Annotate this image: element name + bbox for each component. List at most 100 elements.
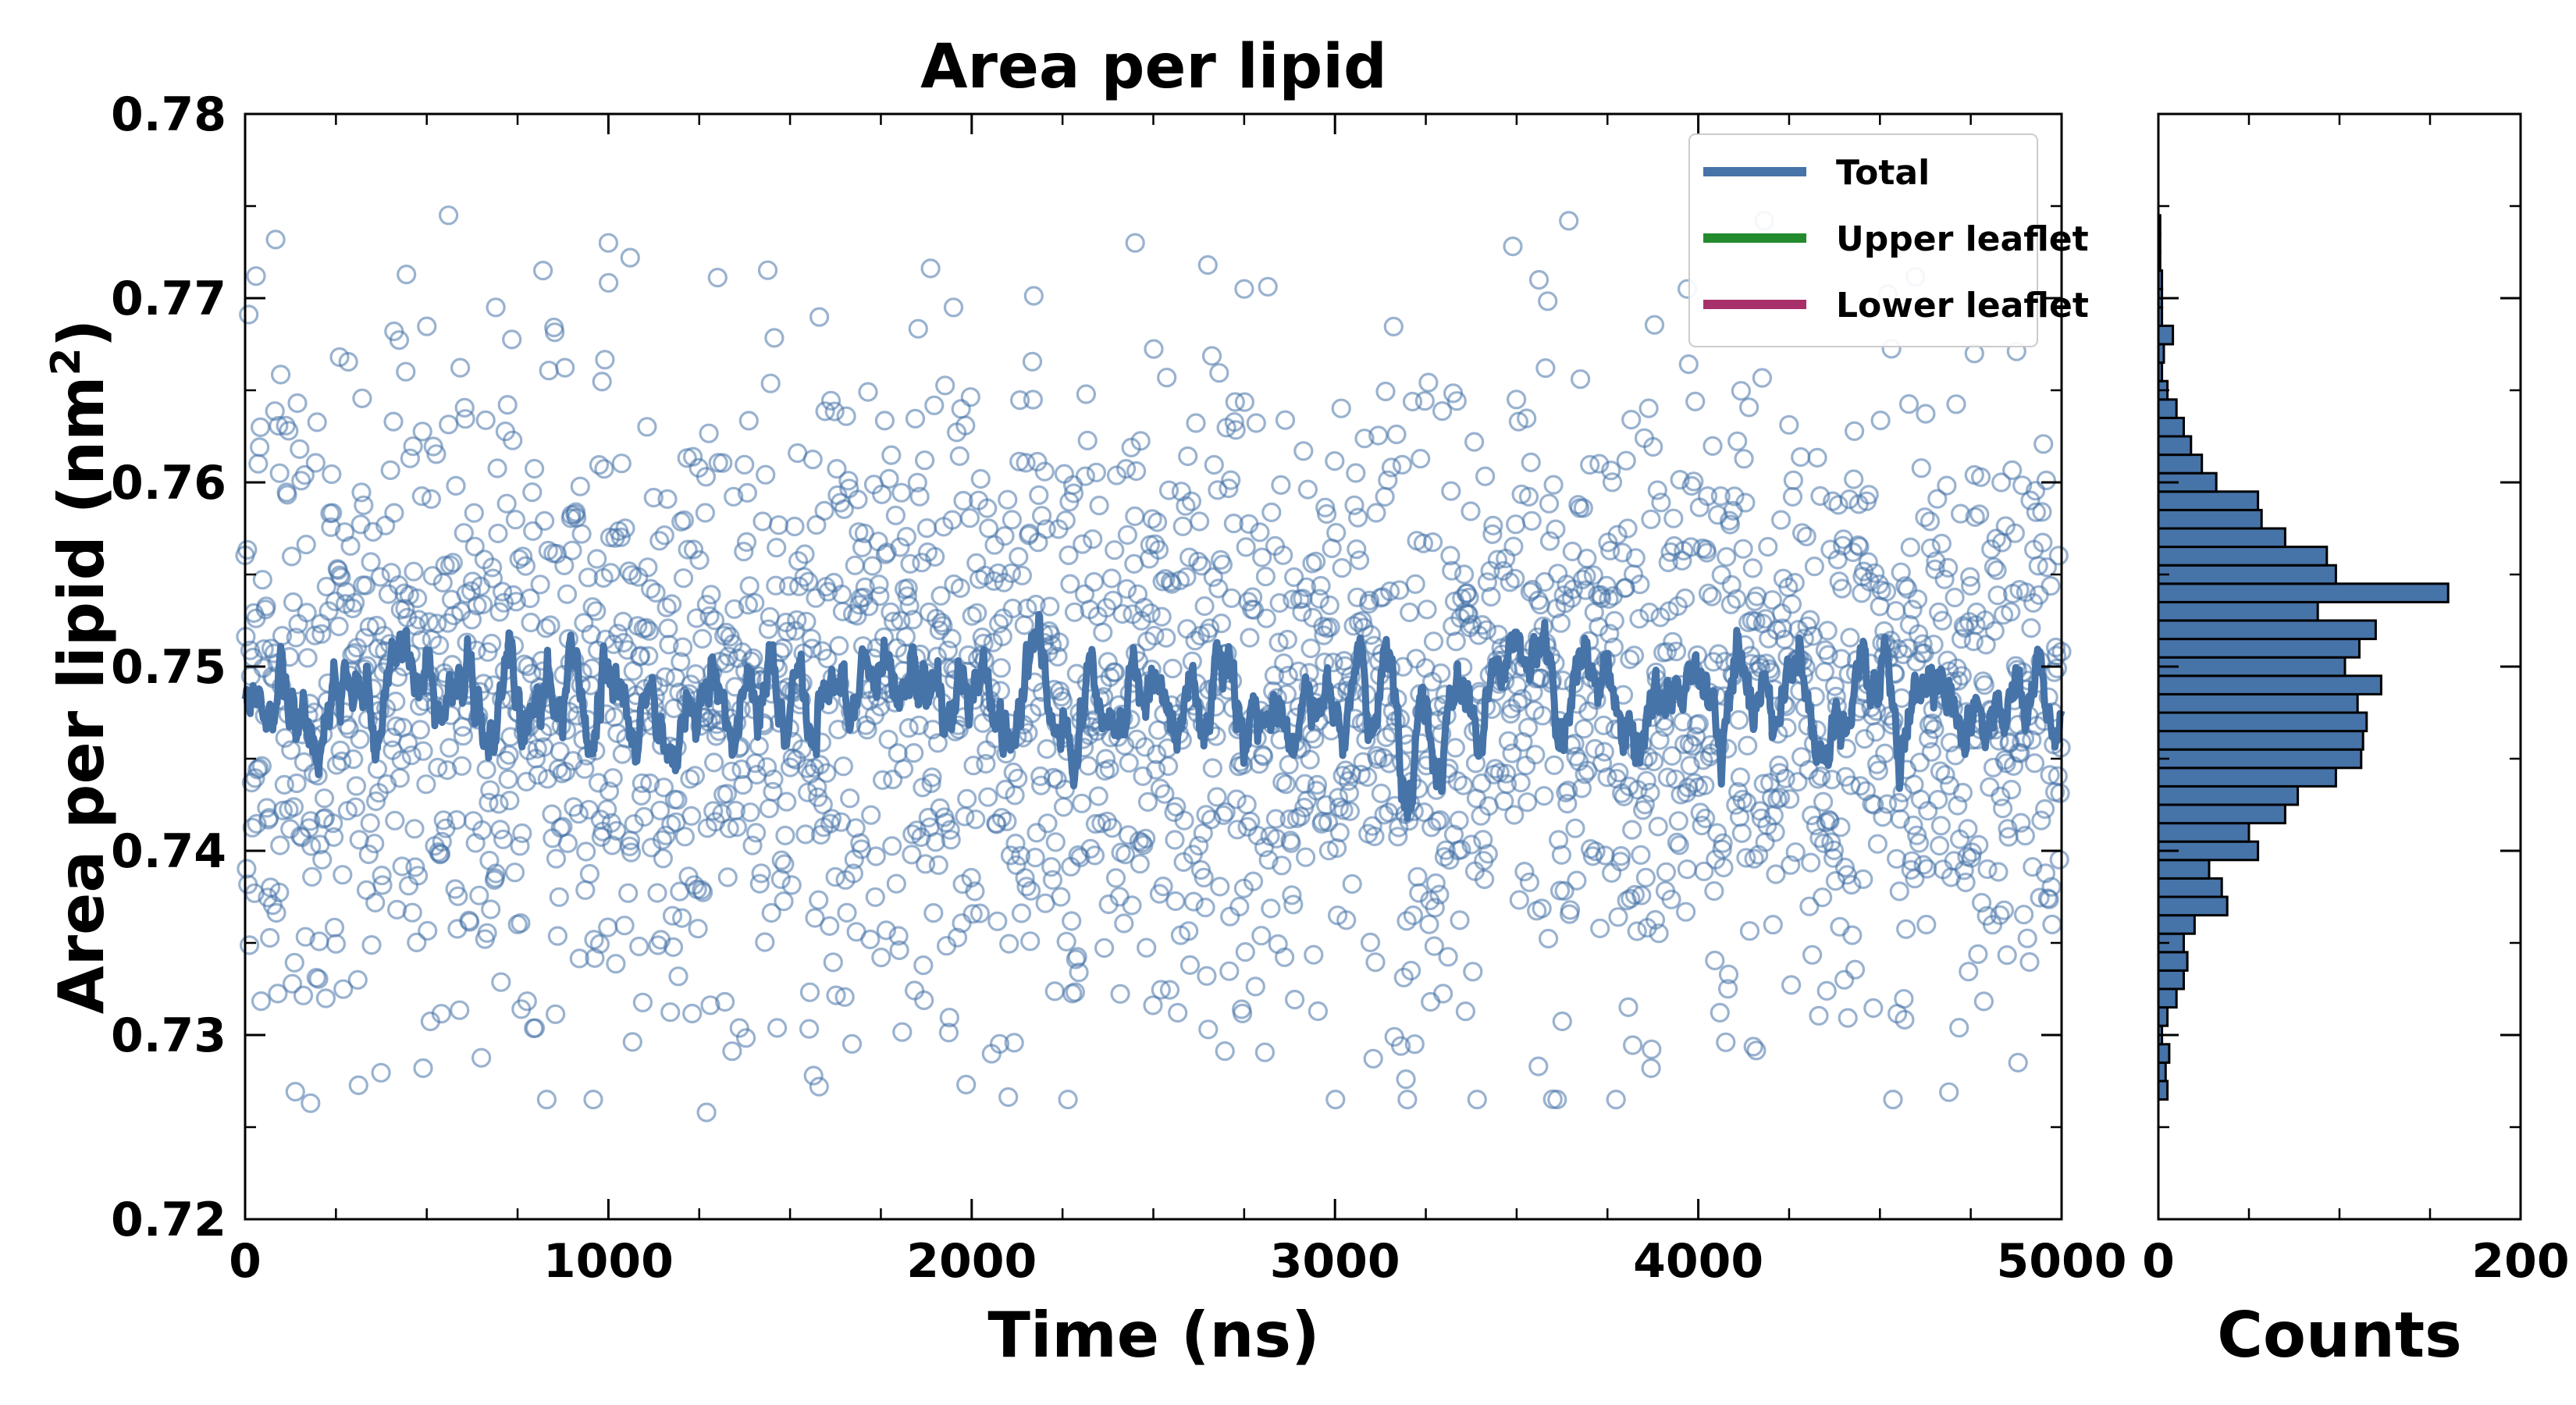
data-point xyxy=(417,316,437,336)
data-point xyxy=(482,557,503,578)
data-point xyxy=(1609,763,1629,783)
data-point xyxy=(781,875,802,895)
data-point xyxy=(1911,458,1931,478)
data-point xyxy=(1500,572,1520,592)
data-point xyxy=(862,556,883,576)
data-point xyxy=(1590,918,1610,939)
data-point xyxy=(1117,525,1138,545)
data-point xyxy=(557,584,578,604)
data-point xyxy=(1376,727,1397,748)
data-point xyxy=(1517,792,1538,813)
data-point xyxy=(1290,806,1311,827)
data-point xyxy=(637,417,657,437)
data-point xyxy=(1016,453,1036,473)
data-point xyxy=(1980,777,2000,797)
data-point xyxy=(997,811,1017,831)
data-point xyxy=(1703,436,1723,457)
data-point xyxy=(1179,921,1199,941)
data-point xyxy=(1902,599,1923,620)
data-point xyxy=(869,574,889,595)
data-point xyxy=(696,467,717,487)
data-point xyxy=(823,952,843,973)
data-point xyxy=(1765,822,1785,842)
data-point xyxy=(914,450,935,471)
data-point xyxy=(1900,537,1920,557)
data-point xyxy=(1464,432,1485,452)
data-point xyxy=(471,1048,492,1068)
data-point xyxy=(1987,560,2007,581)
data-point xyxy=(703,752,724,773)
data-point xyxy=(489,602,510,622)
data-point xyxy=(1253,746,1274,767)
data-point xyxy=(1547,1089,1567,1110)
data-point xyxy=(1436,840,1456,860)
data-point xyxy=(439,738,460,758)
data-point xyxy=(1663,631,1683,652)
data-point xyxy=(1146,759,1166,780)
data-point xyxy=(1676,902,1696,922)
data-point xyxy=(1311,575,1331,596)
data-point xyxy=(1265,809,1286,829)
data-point xyxy=(1040,596,1060,617)
data-point xyxy=(895,626,916,647)
data-point xyxy=(361,552,381,572)
data-point xyxy=(384,321,404,342)
data-point xyxy=(1705,950,1725,971)
data-point xyxy=(1020,931,1041,951)
data-point xyxy=(554,555,575,576)
data-point xyxy=(883,611,904,631)
data-point xyxy=(486,863,506,884)
data-point xyxy=(282,973,303,994)
data-point xyxy=(1736,848,1756,868)
data-point xyxy=(1930,835,1950,856)
data-point xyxy=(1011,903,1032,923)
data-point xyxy=(1450,910,1470,930)
data-point xyxy=(351,482,372,503)
data-point xyxy=(1739,921,1760,941)
data-point xyxy=(998,1087,1019,1108)
data-point xyxy=(654,525,674,546)
data-point xyxy=(1711,564,1731,585)
data-point xyxy=(2041,575,2061,596)
data-point xyxy=(497,394,518,415)
data-point xyxy=(305,453,326,473)
data-point xyxy=(1647,480,1667,500)
data-point xyxy=(454,523,474,543)
data-point xyxy=(1114,913,1134,934)
histogram-bar xyxy=(2157,674,2382,695)
data-point xyxy=(1838,1008,1858,1028)
data-point xyxy=(251,756,272,777)
data-point xyxy=(347,969,368,991)
data-point xyxy=(301,1093,321,1113)
data-point xyxy=(1551,845,1572,865)
data-point xyxy=(592,372,612,392)
data-point xyxy=(492,582,513,602)
data-point xyxy=(1471,773,1492,794)
data-point xyxy=(1811,766,1831,787)
data-point xyxy=(240,935,260,955)
data-point xyxy=(1553,585,1574,606)
data-point xyxy=(902,845,922,865)
data-point xyxy=(1083,529,1103,550)
data-point xyxy=(695,503,716,523)
data-point xyxy=(266,902,286,923)
data-point xyxy=(988,614,1009,634)
data-point xyxy=(1316,503,1337,525)
data-point xyxy=(477,923,497,943)
data-point xyxy=(832,601,853,622)
y-tick-label: 0.72 xyxy=(111,1193,226,1247)
data-point xyxy=(639,646,659,667)
data-point xyxy=(1472,614,1493,635)
data-point xyxy=(1601,461,1621,481)
data-point xyxy=(1383,316,1404,336)
data-point xyxy=(1051,887,1071,907)
data-point xyxy=(1235,941,1255,962)
data-point xyxy=(1455,1001,1476,1022)
data-point xyxy=(583,1089,603,1110)
data-point xyxy=(1629,609,1649,629)
data-point xyxy=(1361,624,1382,646)
data-point xyxy=(713,453,733,473)
data-point xyxy=(361,934,382,955)
data-point xyxy=(1403,905,1424,926)
data-point xyxy=(1635,795,1655,815)
